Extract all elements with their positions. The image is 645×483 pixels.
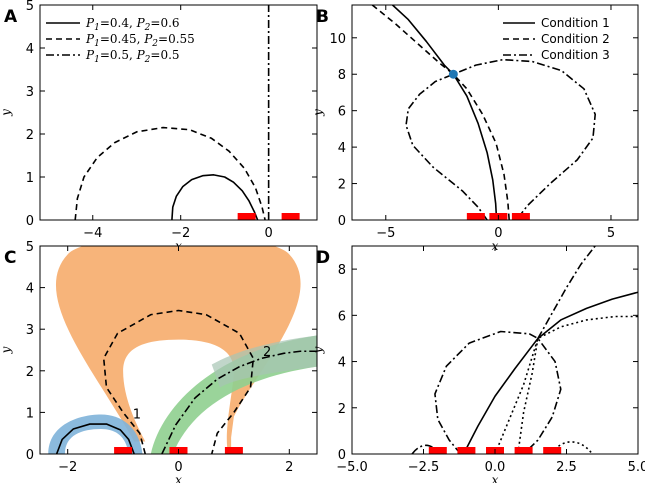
x-tick-label: 0.0 [485, 460, 506, 475]
red-marker [466, 213, 485, 220]
annotation-label: 1 [133, 408, 141, 423]
panel-letter: A [4, 7, 18, 27]
panel-letter: B [316, 7, 329, 27]
x-tick-label: −5.0 [336, 460, 368, 475]
y-tick-label: 4 [338, 356, 346, 371]
plot-area [48, 246, 317, 454]
red-marker [511, 213, 530, 220]
blue-band [48, 414, 143, 454]
y-tick-label: 1 [26, 171, 34, 186]
x-tick-label: 0 [494, 226, 502, 241]
red-marker [224, 447, 243, 454]
legend-label: Condition 1 [541, 16, 610, 30]
x-tick-label: −4 [83, 226, 102, 241]
x-tick-label: −2 [58, 460, 77, 475]
series-line [55, 423, 135, 454]
x-tick-label: 5 [607, 226, 615, 241]
y-tick-label: 5 [26, 240, 34, 255]
series-line [494, 315, 638, 454]
series-line [102, 309, 255, 454]
y-tick-label: 1 [26, 406, 34, 421]
y-axis-label: y [0, 109, 13, 117]
red-marker [514, 447, 533, 454]
intersection-point [448, 69, 458, 79]
x-tick-label: −2.5 [408, 460, 440, 475]
annotation-label: 2 [263, 345, 271, 360]
y-tick-label: 2 [338, 178, 346, 193]
series-line [161, 350, 317, 454]
plot-area [411, 246, 638, 454]
y-tick-label: 3 [26, 85, 34, 100]
plot-area [74, 5, 300, 220]
legend-label: Condition 2 [541, 32, 610, 46]
y-tick-label: 2 [26, 128, 34, 143]
series-line [405, 58, 597, 220]
y-tick-label: 6 [338, 105, 346, 120]
x-tick-label: 5.0 [628, 460, 645, 475]
x-tick-label: −2 [171, 226, 190, 241]
small-loop [411, 444, 439, 454]
x-tick-label: 2 [285, 460, 293, 475]
red-marker [281, 213, 300, 220]
series-line [434, 246, 596, 454]
series-line [74, 126, 266, 220]
y-axis-label: y [311, 109, 325, 117]
series-line [391, 5, 498, 220]
y-tick-label: 6 [338, 309, 346, 324]
axes-frame [39, 4, 318, 221]
y-tick-label: 0 [26, 214, 34, 229]
y-tick-label: 0 [338, 214, 346, 229]
panel-c: −2 0 2 0 1 2 3 4 5 y x C 1 2 [0, 240, 318, 483]
y-tick-label: 5 [26, 0, 34, 14]
x-tick-label: 0 [174, 460, 182, 475]
x-tick-label: 0 [264, 226, 272, 241]
x-tick-label: 2.5 [556, 460, 577, 475]
y-axis-label: y [311, 346, 325, 354]
y-tick-label: 3 [26, 323, 34, 338]
y-tick-label: 8 [338, 68, 346, 83]
legend-label: P1=0.5, P2=0.5 [85, 48, 180, 65]
y-tick-label: 8 [338, 263, 346, 278]
y-tick-label: 2 [26, 365, 34, 380]
y-tick-label: 4 [338, 141, 346, 156]
red-marker [237, 213, 256, 220]
y-tick-label: 4 [26, 282, 34, 297]
overlap-region [211, 335, 317, 388]
axes-frame [351, 4, 639, 221]
y-tick-label: 0 [26, 448, 34, 463]
x-axis-label: x [492, 473, 499, 483]
red-marker [457, 447, 476, 454]
y-tick-label: 10 [329, 32, 346, 47]
panel-letter: C [4, 248, 16, 268]
y-tick-label: 4 [26, 42, 34, 57]
axes-frame [351, 245, 639, 455]
series-line [171, 174, 259, 220]
red-marker [114, 447, 133, 454]
y-tick-label: 0 [338, 448, 346, 463]
red-marker [543, 447, 562, 454]
legend-label: P1=0.4, P2=0.6 [85, 16, 180, 33]
x-axis-label: x [175, 473, 182, 483]
legend-label: Condition 3 [541, 48, 610, 62]
legend-label: P1=0.45, P2=0.55 [85, 32, 195, 49]
y-axis-label: y [0, 346, 13, 354]
series-line [371, 5, 510, 220]
orange-region [56, 246, 301, 454]
y-tick-label: 2 [338, 402, 346, 417]
panel-letter: D [316, 248, 330, 268]
panel-d: −5.0 −2.5 0.0 2.5 5.0 0 2 4 6 8 y x D [311, 245, 645, 483]
red-marker [428, 447, 447, 454]
x-tick-label: −5 [376, 226, 395, 241]
panel-a: −4−20012345yxAP1=0.4, P2=0.6P1=0.45, P2=… [0, 0, 318, 253]
